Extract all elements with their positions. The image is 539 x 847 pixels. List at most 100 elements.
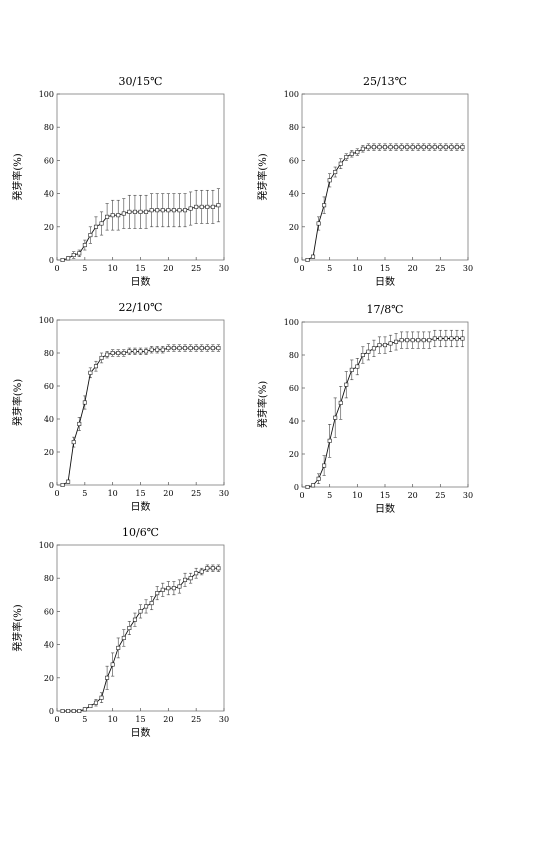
data-point-marker bbox=[311, 254, 316, 259]
x-tick-label: 30 bbox=[219, 264, 229, 273]
data-series bbox=[60, 188, 221, 262]
data-point-marker bbox=[416, 145, 421, 150]
x-axis-label: 日数 bbox=[375, 275, 395, 288]
y-tick-label: 100 bbox=[284, 90, 299, 99]
data-point-marker bbox=[116, 213, 121, 218]
data-point-marker bbox=[388, 145, 393, 150]
data-point-marker bbox=[427, 338, 432, 343]
data-point-marker bbox=[99, 695, 104, 700]
data-point-marker bbox=[177, 208, 182, 213]
chart-panel-1: 30/15℃ 0 20 40 60 80 100 0 5 10 15 20 25 30 日数 発芽率(%) bbox=[11, 75, 229, 288]
data-point-marker bbox=[410, 338, 415, 343]
plot-frame bbox=[56, 93, 225, 261]
data-point-marker bbox=[405, 338, 410, 343]
data-point-marker bbox=[344, 382, 349, 387]
chart-panel-5: 10/6℃ 0 20 40 60 80 100 0 5 10 15 20 25 30 日数 発芽率(%) bbox=[11, 526, 229, 739]
x-tick-label: 0 bbox=[299, 491, 304, 500]
y-tick-label: 60 bbox=[289, 384, 299, 393]
x-tick-label: 5 bbox=[82, 489, 87, 498]
y-tick-label: 100 bbox=[39, 90, 54, 99]
data-point-marker bbox=[77, 708, 82, 713]
data-point-marker bbox=[216, 566, 221, 571]
data-point-marker bbox=[82, 400, 87, 405]
x-tick-label: 25 bbox=[435, 491, 445, 500]
data-point-marker bbox=[166, 586, 171, 591]
y-tick-label: 80 bbox=[44, 574, 54, 583]
data-point-marker bbox=[327, 178, 332, 183]
data-point-marker bbox=[88, 233, 93, 238]
chart-title: 22/10℃ bbox=[118, 301, 162, 314]
data-point-marker bbox=[355, 364, 360, 369]
data-point-marker bbox=[205, 204, 210, 209]
data-point-marker bbox=[344, 155, 349, 160]
data-point-marker bbox=[93, 364, 98, 369]
x-tick-label: 10 bbox=[352, 264, 362, 273]
y-tick-label: 20 bbox=[289, 450, 299, 459]
x-tick-label: 10 bbox=[352, 491, 362, 500]
series-line bbox=[307, 146, 463, 261]
data-point-marker bbox=[149, 208, 154, 213]
data-point-marker bbox=[166, 208, 171, 213]
data-point-marker bbox=[132, 209, 137, 214]
data-point-marker bbox=[194, 204, 199, 209]
data-point-marker bbox=[77, 251, 82, 256]
y-tick-label: 80 bbox=[44, 123, 54, 132]
chart-title: 10/6℃ bbox=[122, 526, 159, 539]
data-point-marker bbox=[438, 336, 443, 341]
data-point-marker bbox=[449, 336, 454, 341]
y-tick-label: 0 bbox=[49, 481, 54, 490]
x-tick-label: 30 bbox=[463, 491, 473, 500]
y-tick-label: 20 bbox=[44, 223, 54, 232]
y-tick-label: 0 bbox=[49, 707, 54, 716]
data-point-marker bbox=[60, 257, 65, 262]
data-point-marker bbox=[438, 145, 443, 150]
data-point-marker bbox=[88, 370, 93, 375]
data-point-marker bbox=[194, 346, 199, 351]
data-point-marker bbox=[166, 346, 171, 351]
x-tick-label: 0 bbox=[299, 264, 304, 273]
data-point-marker bbox=[177, 346, 182, 351]
chart-panel-4: 17/8℃ 0 20 40 60 80 100 0 5 10 15 20 25 30 日数 発芽率(%) bbox=[256, 303, 473, 515]
data-point-marker bbox=[405, 145, 410, 150]
x-axis-label: 日数 bbox=[131, 500, 151, 513]
y-tick-label: 100 bbox=[39, 316, 54, 325]
data-point-marker bbox=[105, 675, 110, 680]
x-tick-label: 10 bbox=[108, 489, 118, 498]
x-tick-label: 30 bbox=[219, 489, 229, 498]
data-point-marker bbox=[210, 204, 215, 209]
y-tick-label: 0 bbox=[294, 483, 299, 492]
plot-frame bbox=[56, 319, 225, 486]
x-tick-label: 30 bbox=[219, 715, 229, 724]
series-line bbox=[307, 338, 463, 488]
y-tick-label: 20 bbox=[44, 674, 54, 683]
data-point-marker bbox=[110, 213, 115, 218]
data-point-marker bbox=[399, 338, 404, 343]
data-point-marker bbox=[82, 707, 87, 712]
data-point-marker bbox=[333, 415, 338, 420]
data-point-marker bbox=[316, 476, 321, 481]
chart-title: 17/8℃ bbox=[366, 303, 403, 316]
x-tick-label: 0 bbox=[54, 489, 59, 498]
data-point-marker bbox=[410, 145, 415, 150]
data-point-marker bbox=[216, 203, 221, 208]
data-point-marker bbox=[116, 350, 121, 355]
x-tick-label: 10 bbox=[108, 715, 118, 724]
data-point-marker bbox=[149, 601, 154, 606]
data-point-marker bbox=[171, 586, 176, 591]
data-point-marker bbox=[149, 347, 154, 352]
data-point-marker bbox=[171, 208, 176, 213]
x-tick-label: 15 bbox=[380, 491, 390, 500]
y-axis-label: 発芽率(%) bbox=[256, 381, 269, 428]
x-tick-label: 5 bbox=[327, 491, 332, 500]
x-tick-label: 20 bbox=[408, 264, 418, 273]
x-tick-label: 15 bbox=[135, 715, 145, 724]
data-point-marker bbox=[160, 208, 165, 213]
data-point-marker bbox=[338, 161, 343, 166]
data-point-marker bbox=[121, 635, 126, 640]
x-tick-label: 15 bbox=[135, 489, 145, 498]
x-tick-label: 25 bbox=[191, 489, 201, 498]
data-point-marker bbox=[82, 243, 87, 248]
data-point-marker bbox=[60, 708, 65, 713]
x-tick-label: 25 bbox=[435, 264, 445, 273]
